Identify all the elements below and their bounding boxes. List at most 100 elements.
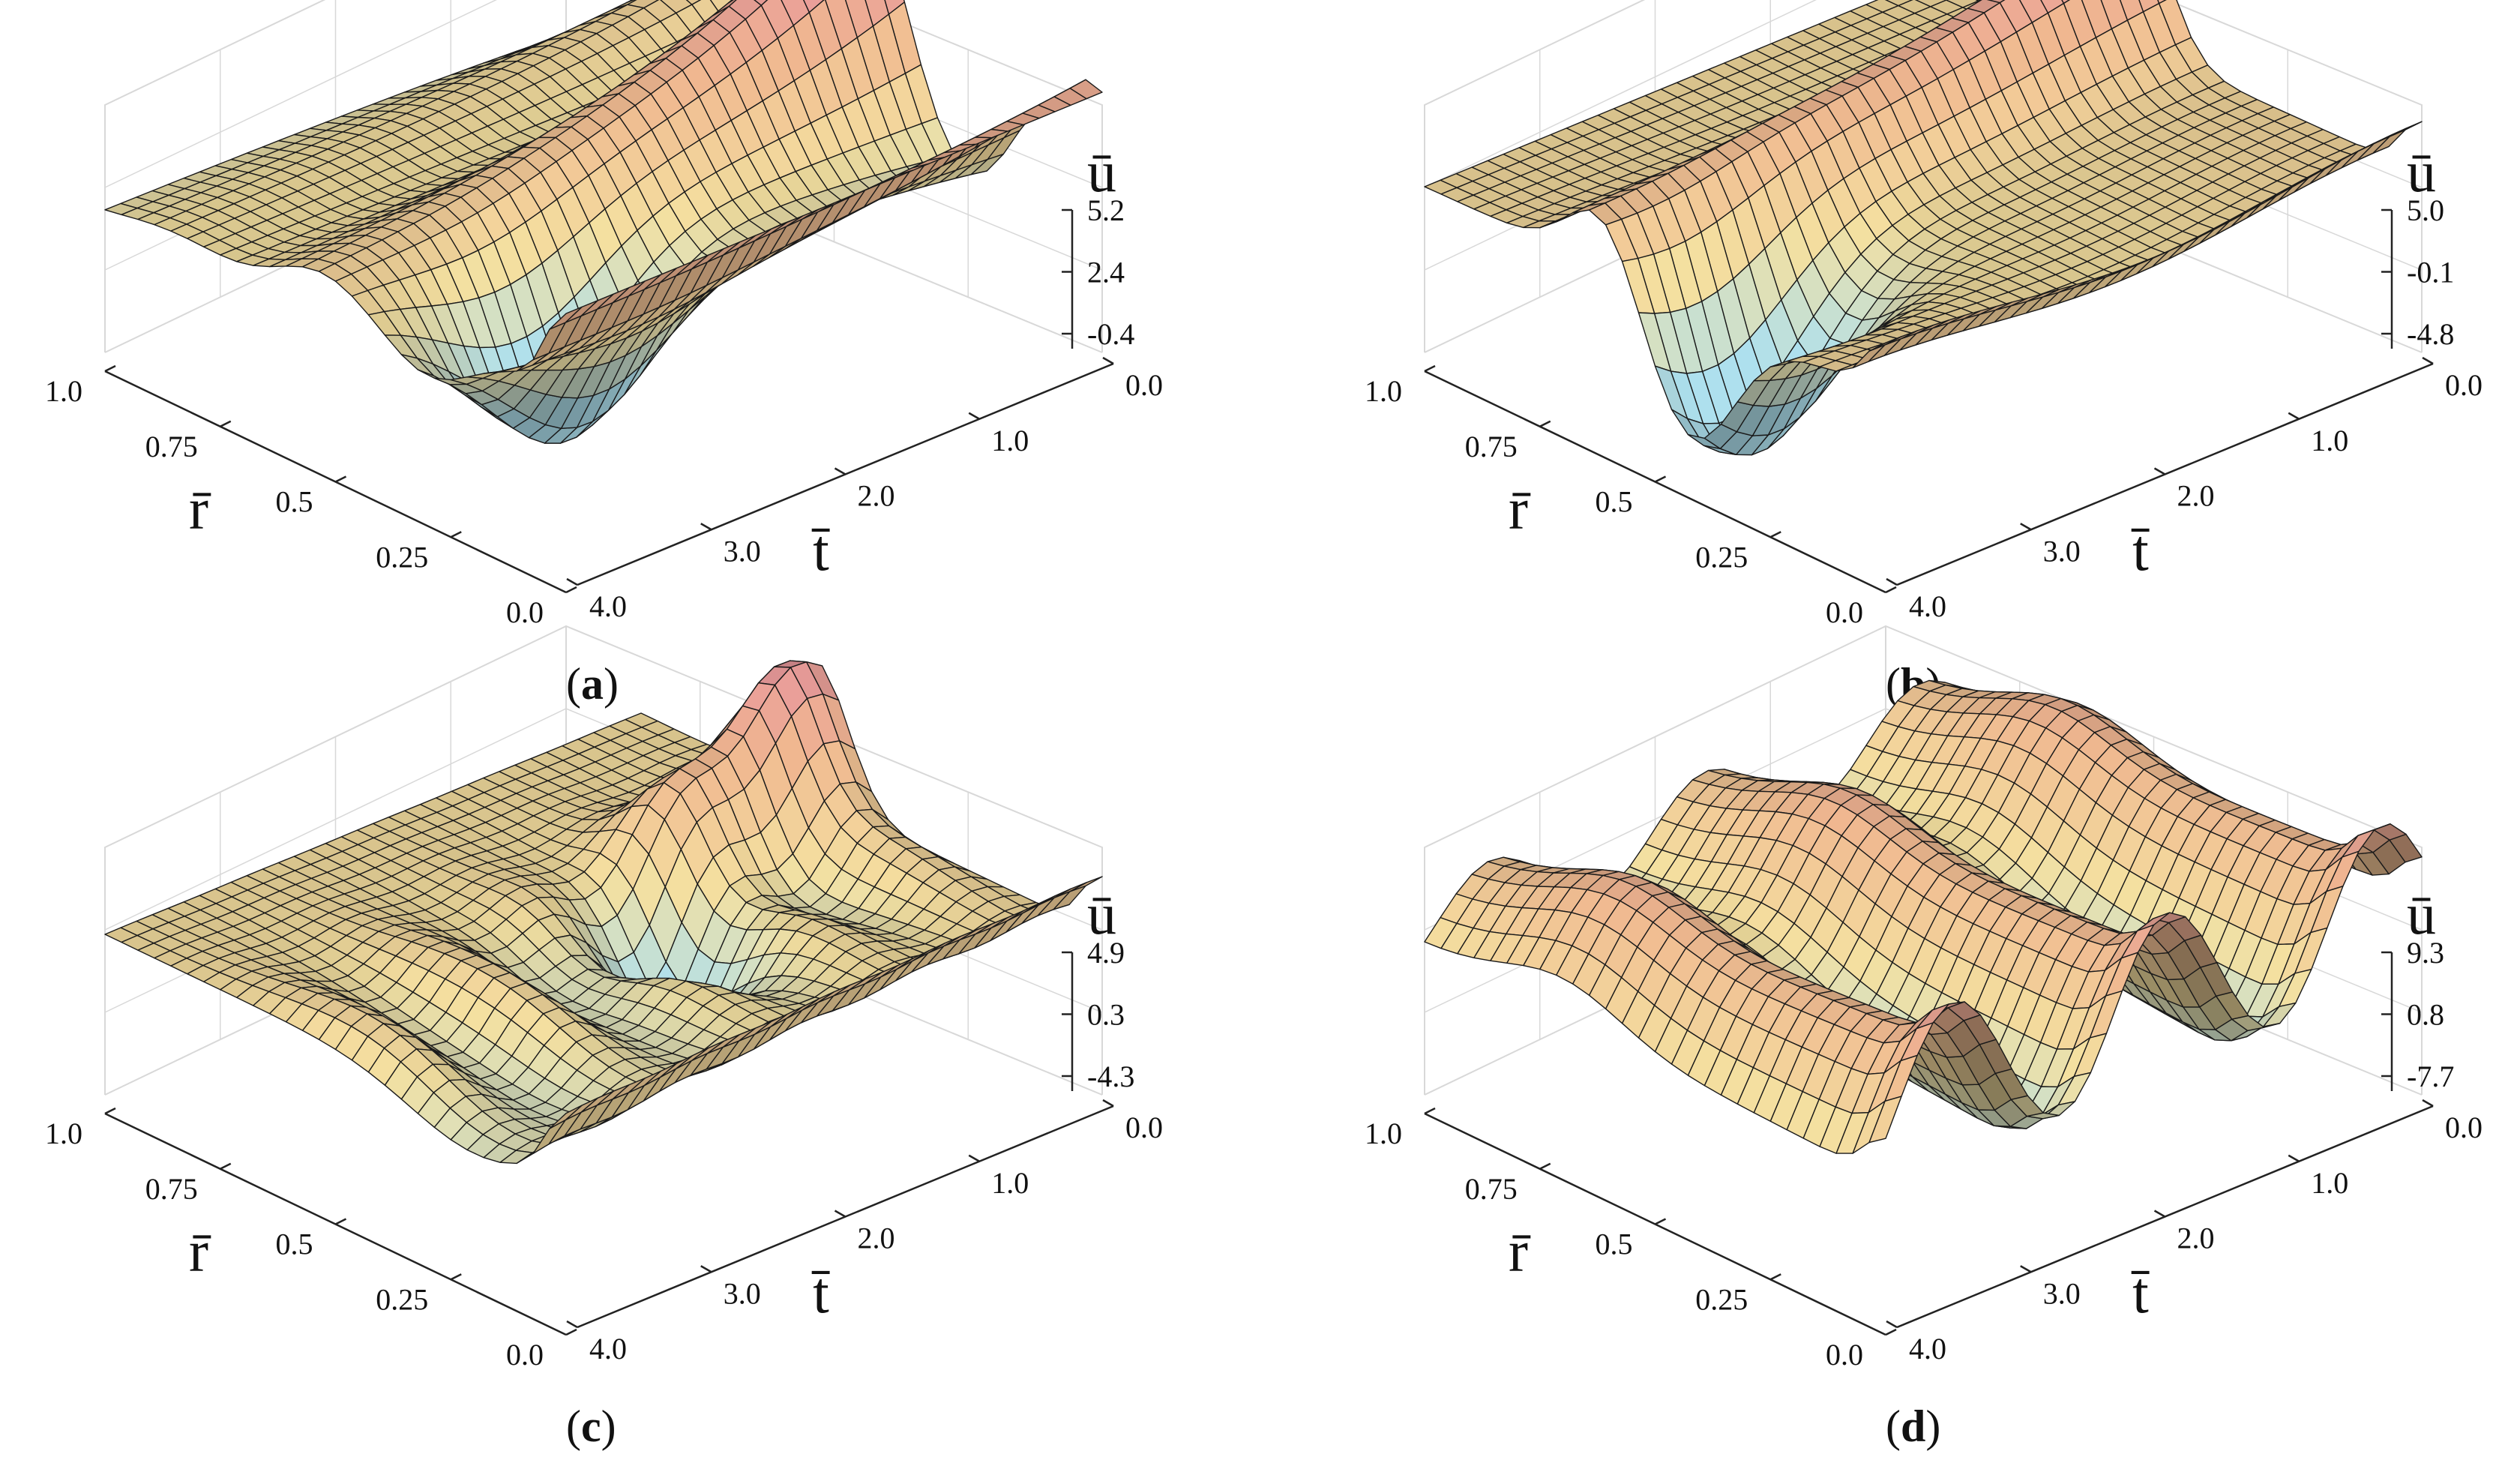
r-tick xyxy=(1539,1162,1551,1170)
r-tick xyxy=(1654,475,1667,483)
r-tick-label: 1.0 xyxy=(1365,374,1402,408)
t-axis-label: t̄ xyxy=(812,517,830,583)
panel-c: 1.0 0.75 0.5 0.25 0.0 r̄ 0.0 1.0 2.0 3.0 4.0 t̄ 4.9 0… xyxy=(0,625,1260,1387)
t-tick-label: 0.0 xyxy=(2445,1111,2483,1144)
t-tick-label: 4.0 xyxy=(589,1332,627,1366)
r-tick-label: 1.0 xyxy=(1365,1117,1402,1150)
t-tick-label: 3.0 xyxy=(2043,534,2081,568)
r-tick xyxy=(1769,531,1781,538)
r-tick-label: 0.75 xyxy=(145,430,198,463)
t-tick xyxy=(2288,412,2300,420)
t-tick xyxy=(834,467,846,475)
r-tick-label: 0.75 xyxy=(145,1172,198,1206)
r-tick xyxy=(1769,1273,1781,1281)
panel-d: 1.0 0.75 0.5 0.25 0.0 r̄ 0.0 1.0 2.0 3.0 4.0 t̄ 9.3 0… xyxy=(1320,625,2520,1387)
t-tick-label: 0.0 xyxy=(1125,368,1163,402)
u-tick-label: -0.4 xyxy=(1087,317,1134,351)
r-tick-label: 0.0 xyxy=(506,1338,544,1372)
u-tick-label: 9.3 xyxy=(2407,936,2444,970)
caption-a: (a) xyxy=(566,659,619,709)
t-axis-label: t̄ xyxy=(2132,1260,2150,1325)
t-tick xyxy=(834,1210,846,1218)
u-tick-label: 5.0 xyxy=(2407,193,2444,227)
caption-d: (d) xyxy=(1886,1402,1941,1451)
r-tick xyxy=(1654,1218,1667,1225)
r-tick xyxy=(1424,1107,1436,1115)
surface-patch xyxy=(1868,1096,1902,1144)
surface-plot-c: 1.0 0.75 0.5 0.25 0.0 r̄ 0.0 1.0 2.0 3.0 4.0 t̄ 4.9 0… xyxy=(45,625,1163,1372)
surface-plot-d: 1.0 0.75 0.5 0.25 0.0 r̄ 0.0 1.0 2.0 3.0 4.0 t̄ 9.3 0… xyxy=(1365,625,2483,1372)
r-tick xyxy=(334,475,347,483)
u-axis-label: ū xyxy=(2407,881,2436,946)
r-tick xyxy=(104,1107,116,1115)
surface-mesh-d xyxy=(1424,679,2423,1154)
t-tick xyxy=(968,1154,980,1162)
r-tick-label: 0.25 xyxy=(1695,540,1748,574)
r-tick-label: 0.0 xyxy=(506,595,544,629)
r-tick-label: 0.25 xyxy=(376,540,428,574)
u-tick-label: 5.2 xyxy=(1087,193,1125,227)
t-tick-label: 2.0 xyxy=(2177,479,2215,513)
t-tick-label: 3.0 xyxy=(724,1276,761,1310)
r-tick-label: 0.5 xyxy=(276,485,313,519)
t-tick-label: 1.0 xyxy=(991,424,1029,457)
r-tick xyxy=(1885,586,1897,594)
u-tick-label: 2.4 xyxy=(1087,256,1125,289)
r-tick xyxy=(1539,420,1551,427)
r-tick-label: 1.0 xyxy=(45,1117,82,1150)
t-tick xyxy=(2288,1154,2300,1162)
t-tick xyxy=(2020,523,2032,531)
surface-mesh-a xyxy=(104,0,1103,444)
t-tick xyxy=(1102,1099,1114,1108)
t-tick xyxy=(968,412,980,420)
surface-plot-b: 1.0 0.75 0.5 0.25 0.0 r̄ 0.0 1.0 2.0 3.0 4.0 t̄ 5.0 -… xyxy=(1365,0,2483,629)
u-tick-label: -4.3 xyxy=(1087,1060,1134,1093)
t-tick-label: 0.0 xyxy=(1125,1111,1163,1144)
t-axis-label: t̄ xyxy=(2132,517,2150,583)
u-tick-label: -0.1 xyxy=(2407,256,2454,289)
r-tick xyxy=(565,586,577,594)
r-tick-label: 0.0 xyxy=(1826,595,1863,629)
t-tick-label: 2.0 xyxy=(858,479,895,513)
r-tick-label: 0.5 xyxy=(1596,1228,1633,1261)
t-tick xyxy=(566,577,578,586)
surface-patch xyxy=(549,1105,583,1129)
u-axis-label: ū xyxy=(1087,139,1116,204)
surface-patch xyxy=(549,306,583,330)
r-axis-label: r̄ xyxy=(189,476,211,541)
axes-a: 1.0 0.75 0.5 0.25 0.0 r̄ 0.0 1.0 2.0 3.0 4.0 t̄ 5.2 2… xyxy=(45,139,1163,629)
t-tick-label: 3.0 xyxy=(2043,1276,2081,1310)
u-tick-label: -7.7 xyxy=(2407,1060,2454,1093)
r-tick-label: 0.5 xyxy=(276,1228,313,1261)
r-tick xyxy=(565,1328,577,1336)
t-tick xyxy=(700,523,712,531)
t-tick-label: 4.0 xyxy=(589,589,627,623)
t-tick-label: 2.0 xyxy=(2177,1222,2215,1255)
panel-a: 1.0 0.75 0.5 0.25 0.0 r̄ 0.0 1.0 2.0 3.0 4.0 t̄ 5.2 2… xyxy=(0,0,1260,645)
r-tick xyxy=(104,364,116,373)
u-tick-label: 0.3 xyxy=(1087,998,1125,1032)
t-tick xyxy=(2153,1210,2166,1218)
r-tick xyxy=(450,531,462,538)
r-tick xyxy=(1424,364,1436,373)
t-axis-label: t̄ xyxy=(812,1260,830,1325)
t-tick-label: 3.0 xyxy=(724,534,761,568)
axes-b: 1.0 0.75 0.5 0.25 0.0 r̄ 0.0 1.0 2.0 3.0 4.0 t̄ 5.0 -… xyxy=(1365,139,2483,629)
t-tick-label: 4.0 xyxy=(1909,589,1946,623)
u-tick-label: -4.8 xyxy=(2407,317,2454,351)
r-tick xyxy=(220,1162,232,1170)
u-tick-label: 0.8 xyxy=(2407,998,2444,1032)
t-tick-label: 1.0 xyxy=(991,1166,1029,1200)
u-tick-label: 4.9 xyxy=(1087,936,1125,970)
r-tick-label: 0.5 xyxy=(1596,485,1633,519)
r-axis-label: r̄ xyxy=(1509,476,1530,541)
axes-d: 1.0 0.75 0.5 0.25 0.0 r̄ 0.0 1.0 2.0 3.0 4.0 t̄ 9.3 0… xyxy=(1365,881,2483,1372)
r-tick-label: 0.75 xyxy=(1465,1172,1518,1206)
r-axis-label: r̄ xyxy=(189,1219,211,1284)
t-tick xyxy=(1102,356,1114,365)
r-axis-label: r̄ xyxy=(1509,1219,1530,1284)
surface-mesh-c xyxy=(104,660,1103,1165)
t-tick-label: 1.0 xyxy=(2311,1166,2348,1200)
r-tick-label: 1.0 xyxy=(45,374,82,408)
panel-b: 1.0 0.75 0.5 0.25 0.0 r̄ 0.0 1.0 2.0 3.0 4.0 t̄ 5.0 -… xyxy=(1320,0,2520,645)
